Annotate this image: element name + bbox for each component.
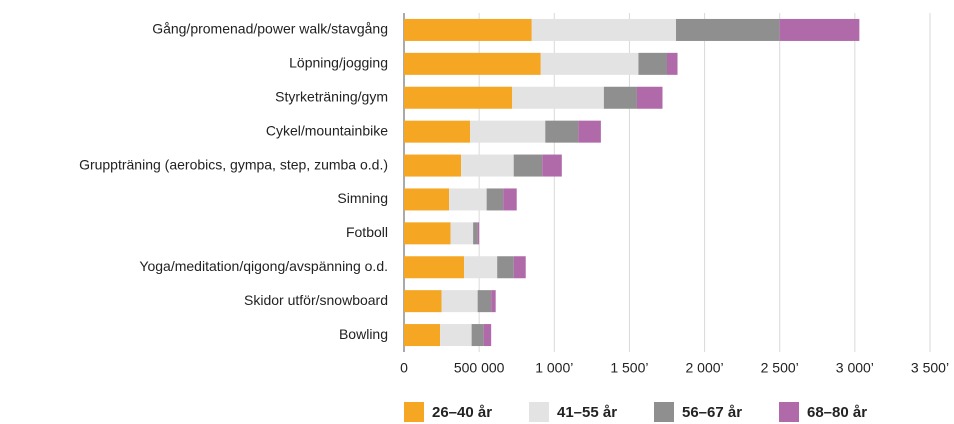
bar-segment [404,154,462,177]
x-tick-label: 3 000’ [836,360,874,376]
bar-segment [404,290,442,313]
bar-segment [513,256,526,279]
bar-segment [667,52,678,75]
bar-segment [512,86,604,109]
legend-swatch [779,402,799,422]
x-tick-label: 1 500’ [610,360,648,376]
y-tick-label: Gruppträning (aerobics, gympa, step, zum… [79,156,388,172]
y-tick-label: Fotboll [346,224,388,240]
bar-segment [491,290,496,313]
bar-segment [497,256,514,279]
y-tick-label: Simning [337,190,388,206]
bar-segment [638,52,667,75]
x-tick-label: 2 000’ [685,360,723,376]
x-tick-label: 1 000’ [535,360,573,376]
bar-segment [404,52,541,75]
bar-segment [477,290,492,313]
bar-segment [477,222,480,245]
bar-segment [461,154,514,177]
legend-label: 56–67 år [682,404,742,421]
legend-label: 26–40 år [432,404,492,421]
bar-segment [779,18,860,41]
y-tick-label: Styrketräning/gym [275,88,388,104]
legend-swatch [529,402,549,422]
bar-segment [486,188,504,211]
x-tick-label: 500 000 [454,360,505,376]
bar-segment [404,188,450,211]
bar-segment [542,154,562,177]
bar-segment [471,324,484,347]
bar-segment [540,52,639,75]
bar-segment [531,18,677,41]
y-tick-label: Bowling [339,326,388,342]
bar-segment [470,120,546,143]
bar-segment [473,222,478,245]
bar-segment [450,222,474,245]
bar-segment [404,222,451,245]
y-tick-label: Löpning/jogging [289,55,388,71]
legend-label: 68–80 år [807,404,867,421]
bar-segment [578,120,601,143]
bar-segment [636,86,663,109]
bar-segment [404,18,532,41]
bar-segment [483,324,492,347]
y-tick-label: Gång/promenad/power walk/stavgång [152,21,388,37]
legend-label: 41–55 år [557,404,617,421]
bar-segment [441,290,478,313]
y-tick-label: Skidor utför/snowboard [244,292,388,308]
bar-segment [449,188,487,211]
bar-segment [545,120,579,143]
x-tick-label: 2 500’ [761,360,799,376]
bar-segment [464,256,498,279]
bar-segment [404,324,441,347]
bar-segment [503,188,517,211]
bar-segment [404,86,513,109]
x-tick-label: 3 500’ [911,360,949,376]
bar-segment [603,86,637,109]
y-tick-label: Cykel/mountainbike [266,122,388,138]
bar-segment [404,256,465,279]
bar-segment [676,18,780,41]
legend-swatch [404,402,424,422]
y-tick-label: Yoga/meditation/qigong/avspänning o.d. [139,258,388,274]
legend-swatch [654,402,674,422]
bar-segment [440,324,472,347]
bar-segment [513,154,543,177]
bar-segment [404,120,471,143]
x-tick-label: 0 [400,360,408,376]
